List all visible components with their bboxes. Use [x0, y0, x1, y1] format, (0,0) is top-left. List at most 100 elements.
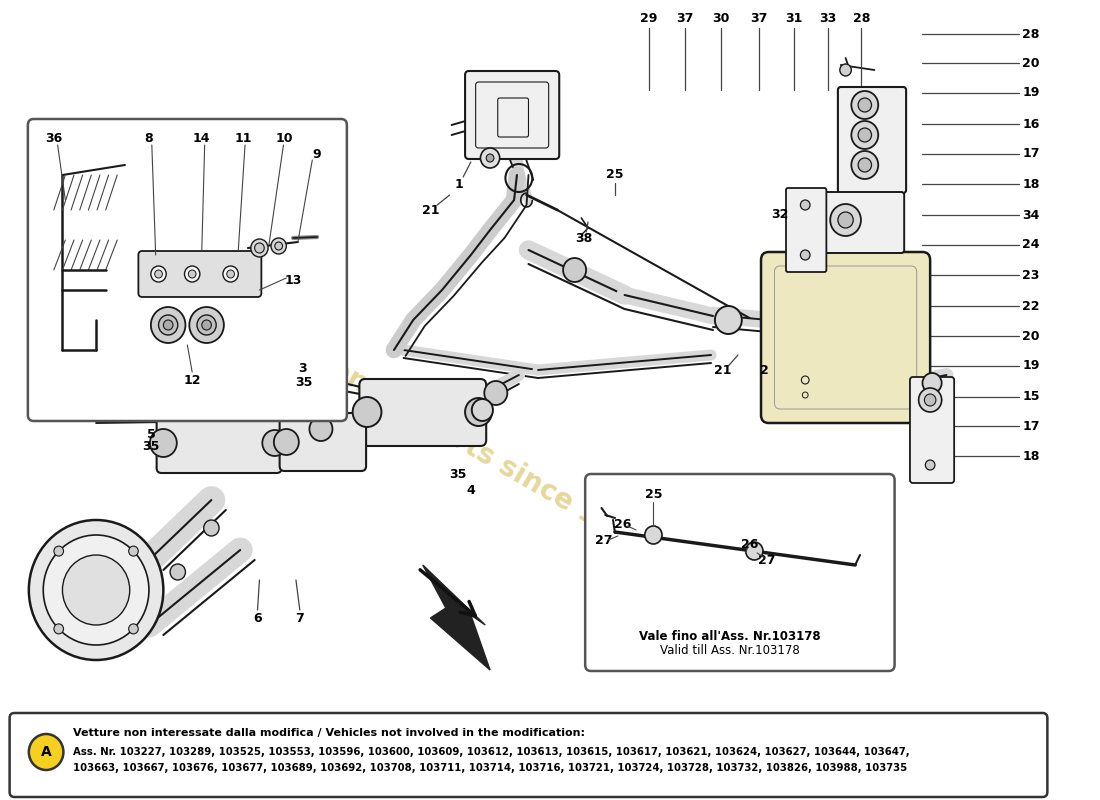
- Text: 11: 11: [234, 131, 252, 145]
- Text: 16: 16: [1022, 118, 1040, 130]
- Circle shape: [227, 270, 234, 278]
- Text: 35: 35: [295, 377, 312, 390]
- Text: 36: 36: [45, 131, 63, 145]
- Circle shape: [923, 373, 942, 393]
- Text: 28: 28: [1022, 28, 1040, 41]
- FancyBboxPatch shape: [465, 71, 559, 159]
- Circle shape: [309, 417, 332, 441]
- Circle shape: [484, 381, 507, 405]
- Text: 6: 6: [253, 611, 262, 625]
- Text: 21: 21: [714, 363, 732, 377]
- Circle shape: [801, 200, 810, 210]
- Text: a passion for parts since 1982: a passion for parts since 1982: [230, 300, 653, 560]
- Text: 5: 5: [147, 429, 156, 442]
- Text: 19: 19: [1022, 86, 1040, 99]
- Text: 24: 24: [1022, 238, 1040, 251]
- Text: 18: 18: [1022, 450, 1040, 462]
- Text: 27: 27: [595, 534, 613, 546]
- Text: 38: 38: [575, 231, 593, 245]
- Text: 17: 17: [1022, 420, 1040, 433]
- FancyBboxPatch shape: [139, 251, 262, 297]
- Circle shape: [150, 429, 177, 457]
- Circle shape: [858, 98, 871, 112]
- Text: 20: 20: [1022, 57, 1040, 70]
- Text: 20: 20: [1022, 330, 1040, 342]
- Text: 7: 7: [296, 611, 305, 625]
- FancyBboxPatch shape: [156, 413, 282, 473]
- Circle shape: [645, 526, 662, 544]
- Text: A: A: [41, 745, 52, 759]
- Text: 19: 19: [1022, 359, 1040, 372]
- Text: 8: 8: [144, 131, 153, 145]
- Text: Vale fino all'Ass. Nr.103178: Vale fino all'Ass. Nr.103178: [639, 630, 821, 642]
- Text: 26: 26: [614, 518, 631, 531]
- Text: 21: 21: [421, 203, 439, 217]
- Text: 31: 31: [785, 11, 803, 25]
- Circle shape: [851, 151, 878, 179]
- Circle shape: [715, 306, 741, 334]
- Circle shape: [254, 243, 264, 253]
- Text: 37: 37: [750, 11, 768, 25]
- Text: 12: 12: [184, 374, 201, 386]
- Text: 10: 10: [276, 131, 294, 145]
- Circle shape: [63, 555, 130, 625]
- Circle shape: [54, 624, 64, 634]
- Text: 9: 9: [312, 149, 321, 162]
- Text: 13: 13: [285, 274, 301, 286]
- Text: 1: 1: [455, 178, 464, 191]
- Circle shape: [204, 520, 219, 536]
- FancyBboxPatch shape: [786, 188, 826, 272]
- Circle shape: [251, 239, 268, 257]
- Text: 34: 34: [1022, 209, 1040, 222]
- Circle shape: [839, 64, 851, 76]
- Text: 2: 2: [759, 363, 768, 377]
- Text: 33: 33: [820, 11, 836, 25]
- Circle shape: [29, 520, 164, 660]
- Text: 35: 35: [142, 441, 160, 454]
- Circle shape: [563, 258, 586, 282]
- FancyBboxPatch shape: [360, 379, 486, 446]
- Text: 103663, 103667, 103676, 103677, 103689, 103692, 103708, 103711, 103714, 103716, : 103663, 103667, 103676, 103677, 103689, …: [73, 763, 907, 773]
- Polygon shape: [422, 565, 491, 670]
- Circle shape: [299, 369, 320, 391]
- Circle shape: [151, 266, 166, 282]
- Text: 32: 32: [771, 209, 789, 222]
- Circle shape: [262, 430, 287, 456]
- Circle shape: [29, 734, 64, 770]
- Circle shape: [858, 158, 871, 172]
- Text: 28: 28: [852, 11, 870, 25]
- FancyBboxPatch shape: [10, 713, 1047, 797]
- Circle shape: [151, 307, 186, 343]
- Circle shape: [223, 266, 239, 282]
- Text: 25: 25: [606, 169, 624, 182]
- Text: 37: 37: [676, 11, 694, 25]
- Circle shape: [472, 399, 493, 421]
- Circle shape: [486, 154, 494, 162]
- Circle shape: [155, 270, 163, 278]
- Text: 29: 29: [640, 11, 658, 25]
- Circle shape: [54, 546, 64, 556]
- Circle shape: [746, 542, 763, 560]
- Circle shape: [158, 315, 178, 335]
- Text: 27: 27: [758, 554, 776, 566]
- Circle shape: [275, 242, 283, 250]
- Circle shape: [830, 204, 861, 236]
- Text: 18: 18: [1022, 178, 1040, 190]
- Circle shape: [924, 394, 936, 406]
- Circle shape: [838, 212, 854, 228]
- Text: 22: 22: [1022, 300, 1040, 313]
- Text: Valid till Ass. Nr.103178: Valid till Ass. Nr.103178: [660, 645, 800, 658]
- FancyBboxPatch shape: [838, 87, 906, 193]
- Circle shape: [851, 91, 878, 119]
- FancyBboxPatch shape: [761, 252, 931, 423]
- FancyBboxPatch shape: [279, 413, 366, 471]
- Circle shape: [197, 315, 217, 335]
- Circle shape: [851, 121, 878, 149]
- Text: 23: 23: [1022, 269, 1040, 282]
- FancyBboxPatch shape: [585, 474, 894, 671]
- Circle shape: [801, 250, 810, 260]
- FancyBboxPatch shape: [822, 192, 904, 253]
- Text: 14: 14: [192, 131, 210, 145]
- Circle shape: [129, 546, 139, 556]
- Text: Ass. Nr. 103227, 103289, 103525, 103553, 103596, 103600, 103609, 103612, 103613,: Ass. Nr. 103227, 103289, 103525, 103553,…: [73, 747, 910, 757]
